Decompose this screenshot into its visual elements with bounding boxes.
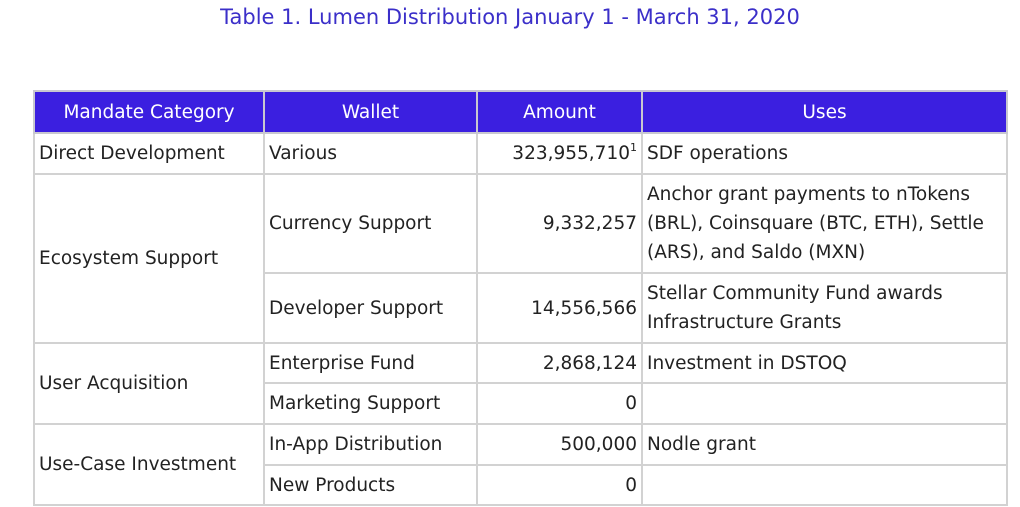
uses-cell: Nodle grant — [641, 423, 1008, 466]
header-mandate-category: Mandate Category — [33, 90, 265, 134]
lumen-distribution-table: Mandate Category Wallet Amount Uses Dire… — [33, 90, 1008, 506]
table-row: Use-Case Investment In-App Distribution … — [33, 423, 1008, 506]
category-cell: Direct Development — [33, 132, 265, 175]
uses-cell: Stellar Community Fund awards Infrastruc… — [641, 272, 1008, 344]
header-row: Mandate Category Wallet Amount Uses — [33, 90, 1008, 134]
wallet-cell: New Products — [263, 464, 478, 506]
footnote-marker: 1 — [630, 141, 637, 154]
table-row: New Products 0 — [34, 464, 1008, 506]
amount-cell: 9,332,257 — [476, 173, 643, 274]
uses-cell: SDF operations — [641, 132, 1008, 175]
table-title: Table 1. Lumen Distribution January 1 - … — [220, 5, 800, 29]
wallet-cell: Various — [263, 132, 478, 175]
table-row: Ecosystem Support Currency Support 9,332… — [33, 173, 1008, 344]
amount-cell: 323,955,7101 — [476, 132, 643, 175]
header-wallet: Wallet — [263, 90, 478, 134]
wallet-cell: In-App Distribution — [263, 423, 478, 466]
uses-cell: Anchor grant payments to nTokens (BRL), … — [641, 173, 1008, 274]
category-cell: Use-Case Investment — [33, 423, 265, 506]
wallet-cell: Developer Support — [263, 272, 478, 344]
table-row: User Acquisition Enterprise Fund 2,868,1… — [33, 342, 1008, 425]
table-row: Marketing Support 0 — [34, 382, 1008, 425]
wallet-cell: Currency Support — [263, 173, 478, 274]
amount-cell: 2,868,124 — [476, 342, 643, 384]
table-row: Direct Development Various 323,955,7101 … — [33, 132, 1008, 175]
wallet-cell: Enterprise Fund — [263, 342, 478, 384]
table-row: Developer Support 14,556,566 Stellar Com… — [34, 272, 1008, 344]
amount-cell: 500,000 — [476, 423, 643, 466]
header-uses: Uses — [641, 90, 1008, 134]
amount-cell: 0 — [476, 382, 643, 425]
header-amount: Amount — [476, 90, 643, 134]
amount-value: 323,955,710 — [512, 143, 630, 164]
amount-cell: 14,556,566 — [476, 272, 643, 344]
category-cell: Ecosystem Support — [33, 173, 265, 344]
wallet-cell: Marketing Support — [263, 382, 478, 425]
category-cell: User Acquisition — [33, 342, 265, 425]
uses-cell — [641, 464, 1008, 506]
uses-cell — [641, 382, 1008, 425]
amount-cell: 0 — [476, 464, 643, 506]
uses-cell: Investment in DSTOQ — [641, 342, 1008, 384]
